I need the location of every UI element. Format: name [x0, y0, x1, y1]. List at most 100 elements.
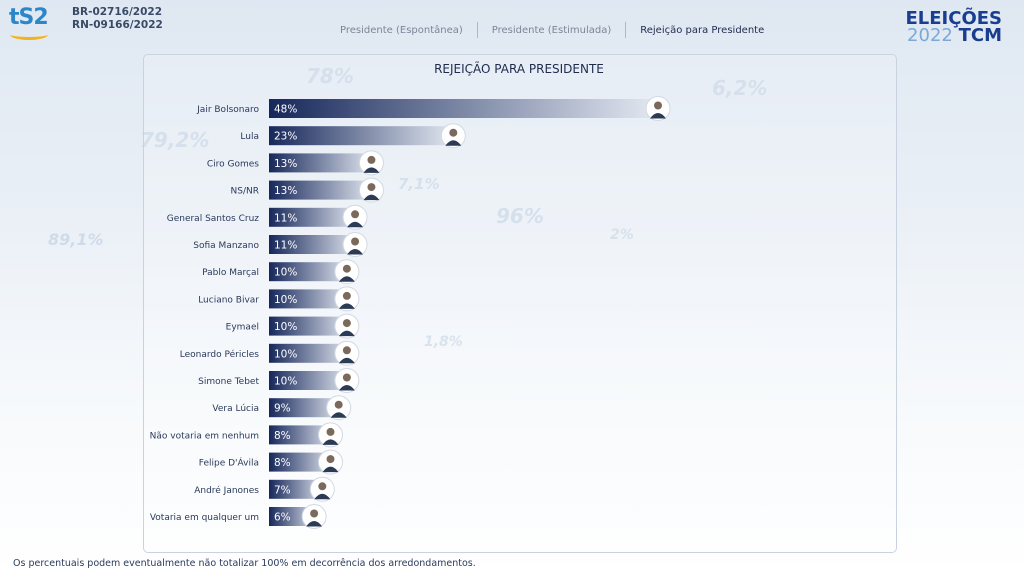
- avatar-body-icon: [338, 276, 355, 282]
- value-label: 10%: [274, 376, 297, 388]
- avatar-head-icon: [342, 319, 351, 328]
- avatar-head-icon: [449, 128, 458, 137]
- category-label: Pablo Marçal: [202, 268, 259, 278]
- value-label: 8%: [274, 457, 291, 469]
- avatar-head-icon: [318, 482, 327, 491]
- value-label: 9%: [274, 403, 291, 415]
- tab-espontanea[interactable]: Presidente (Espontânea): [340, 24, 463, 36]
- bar: [269, 398, 343, 418]
- background-number: 2%: [610, 227, 634, 243]
- category-label: Não votaria em nenhum: [150, 431, 259, 441]
- bar: [269, 235, 360, 254]
- chart-panel: [143, 54, 897, 553]
- bar: [269, 343, 351, 363]
- avatar-head-icon: [334, 400, 343, 409]
- footnote: Os percentuais podem eventualmente não t…: [13, 558, 476, 569]
- avatar-head-icon: [367, 155, 376, 164]
- value-label: 7%: [274, 484, 291, 496]
- category-label: Sofia Manzano: [193, 241, 259, 251]
- category-label: Felipe D'Ávila: [199, 457, 259, 469]
- value-label: 23%: [274, 131, 297, 143]
- value-label: 6%: [274, 512, 291, 524]
- category-label: Lula: [240, 132, 259, 142]
- brand-title: ELEIÇÕES: [905, 8, 1002, 29]
- brand-year: 2022: [907, 25, 953, 46]
- registration-rn: RN-09166/2022: [72, 19, 163, 31]
- chart-title: REJEIÇÃO PARA PRESIDENTE: [434, 62, 604, 76]
- avatar-head-icon: [351, 210, 360, 219]
- avatar-body-icon: [322, 466, 339, 473]
- category-label: Luciano Bivar: [198, 295, 259, 305]
- category-label: Vera Lúcia: [212, 404, 259, 414]
- value-label: 11%: [274, 240, 297, 252]
- background-number: 1,8%: [424, 334, 463, 350]
- brand-subtitle: 2022 TCM: [905, 25, 1002, 46]
- avatar-body-icon: [338, 385, 355, 391]
- avatar-body-icon: [363, 167, 380, 173]
- category-label: Simone Tebet: [198, 377, 259, 387]
- background-number: 7,1%: [398, 175, 440, 193]
- background-number: 6,2%: [712, 76, 768, 100]
- bar: [269, 262, 351, 282]
- bar: [269, 425, 335, 445]
- tab-rejeicao[interactable]: Rejeição para Presidente: [640, 24, 765, 36]
- value-label: 10%: [274, 348, 297, 360]
- avatar-body-icon: [314, 493, 331, 500]
- value-label: 10%: [274, 267, 297, 279]
- bar: [269, 289, 351, 309]
- value-label: 13%: [274, 185, 297, 197]
- background-number: 78%: [306, 64, 354, 88]
- category-label: NS/NR: [231, 187, 259, 197]
- eleicoes-brand: ELEIÇÕES 2022 TCM: [905, 8, 1002, 46]
- value-label: 10%: [274, 294, 297, 306]
- avatar-body-icon: [338, 357, 355, 364]
- category-label: General Santos Cruz: [167, 214, 260, 224]
- avatar-head-icon: [367, 183, 376, 192]
- avatar-body-icon: [347, 249, 364, 255]
- avatar-head-icon: [342, 373, 351, 382]
- avatar-body-icon: [322, 439, 339, 445]
- avatar-body-icon: [338, 330, 355, 337]
- bar: [269, 207, 360, 227]
- avatar-body-icon: [306, 521, 323, 527]
- avatar-head-icon: [342, 264, 351, 273]
- category-label: André Janones: [194, 485, 259, 496]
- value-label: 48%: [274, 104, 297, 116]
- tab-divider: [625, 22, 627, 38]
- category-label: Ciro Gomes: [207, 159, 259, 169]
- background-number: 89,1%: [48, 230, 104, 249]
- ts2-logo: tS2: [9, 5, 49, 30]
- background-number: 79,2%: [140, 128, 210, 152]
- avatar-head-icon: [342, 346, 351, 355]
- category-label: Votaria em qualquer um: [150, 513, 259, 523]
- category-label: Leonardo Péricles: [180, 349, 260, 360]
- value-label: 10%: [274, 321, 297, 333]
- category-label: Jair Bolsonaro: [196, 105, 259, 115]
- registration-br: BR-02716/2022: [72, 6, 163, 18]
- brand-tcm: TCM: [958, 25, 1002, 46]
- bar: [269, 180, 376, 200]
- value-label: 8%: [274, 430, 291, 442]
- avatar-body-icon: [363, 194, 380, 201]
- value-label: 11%: [274, 212, 297, 224]
- avatar-head-icon: [326, 427, 335, 436]
- avatar-head-icon: [342, 291, 351, 300]
- avatar-head-icon: [310, 509, 319, 518]
- avatar-body-icon: [338, 303, 355, 309]
- logo-swoosh-icon: [10, 29, 48, 40]
- value-label: 13%: [274, 158, 297, 170]
- bar: [269, 126, 458, 146]
- avatar-body-icon: [650, 113, 666, 119]
- category-label: Eymael: [226, 323, 259, 333]
- bar: [269, 452, 335, 472]
- bar: [269, 371, 351, 390]
- tab-estimulada[interactable]: Presidente (Estimulada): [491, 24, 612, 36]
- background-number: 96%: [496, 204, 544, 228]
- avatar-body-icon: [445, 140, 462, 146]
- avatar-body-icon: [347, 221, 364, 228]
- tab-divider: [476, 22, 478, 38]
- avatar-head-icon: [326, 455, 335, 464]
- bar: [269, 316, 351, 336]
- tab-bar: Presidente (Espontânea) Presidente (Esti…: [326, 22, 778, 38]
